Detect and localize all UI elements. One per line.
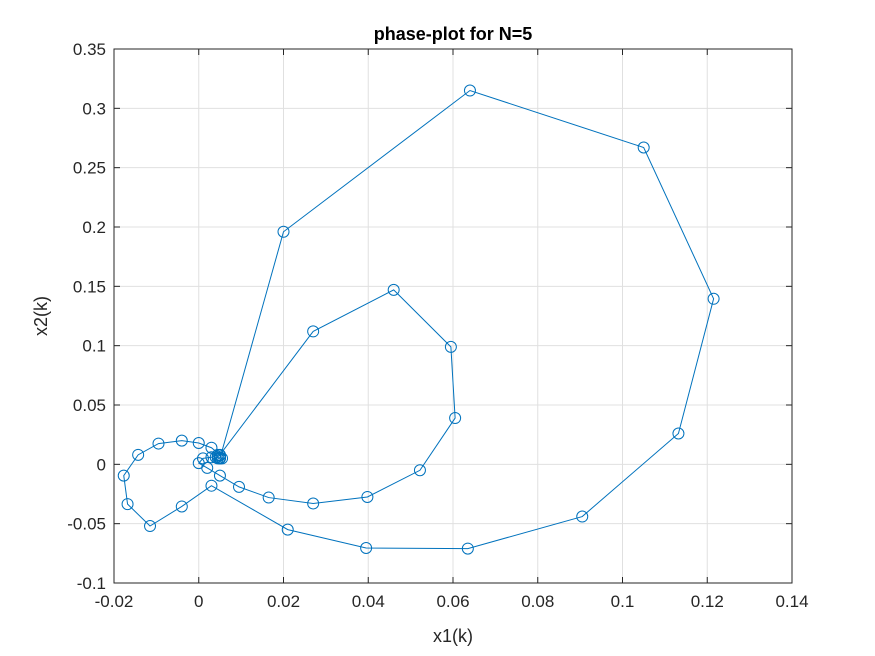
x-tick-label: 0.02 [267, 592, 300, 611]
data-point [707, 292, 720, 305]
x-tick-label: -0.02 [95, 592, 134, 611]
data-point [444, 340, 457, 353]
series-line [123, 89, 715, 550]
y-tick-label: 0.2 [82, 218, 106, 237]
data-point [307, 325, 320, 338]
x-tick-label: 0.1 [611, 592, 635, 611]
data-point [637, 141, 650, 154]
data-point [461, 542, 474, 555]
chart-title: phase-plot for N=5 [374, 24, 533, 44]
y-tick-label: -0.05 [67, 515, 106, 534]
data-point [233, 480, 246, 493]
data-point [387, 283, 400, 296]
data-point [213, 469, 226, 482]
data-point [576, 510, 589, 523]
y-tick-label: 0.35 [73, 40, 106, 59]
y-tick-label: 0.15 [73, 277, 106, 296]
x-tick-label: 0.06 [436, 592, 469, 611]
data-point [262, 491, 275, 504]
data-point [463, 84, 476, 97]
data-point [196, 452, 209, 465]
y-tick-label: 0.05 [73, 396, 106, 415]
data-point [117, 469, 130, 482]
x-tick-label: 0.04 [352, 592, 385, 611]
data-point [281, 523, 294, 536]
data-point [413, 464, 426, 477]
x-tick-label: 0.08 [521, 592, 554, 611]
axes-group: -0.02 0 0.02 0.04 0.06 0.08 0.1 0.12 0.14 -0.1 -0.… [67, 40, 808, 611]
y-tick-label: 0.3 [82, 99, 106, 118]
data-point [449, 412, 462, 425]
data-point [213, 452, 226, 465]
data-point [175, 434, 188, 447]
x-axis-label: x1(k) [433, 626, 473, 646]
data-point [144, 520, 157, 533]
y-tick-label: 0.25 [73, 159, 106, 178]
x-tick-label: 0 [194, 592, 203, 611]
x-tick-label: 0.14 [775, 592, 808, 611]
data-point [132, 448, 145, 461]
series-group [117, 84, 720, 555]
data-point [152, 437, 165, 450]
y-tick-label: 0.1 [82, 337, 106, 356]
data-point [175, 500, 188, 513]
y-tick-label: -0.1 [77, 574, 106, 593]
data-point [672, 427, 685, 440]
data-point [209, 451, 222, 464]
data-point [192, 436, 205, 449]
data-point [121, 498, 134, 511]
y-axis-label: x2(k) [31, 296, 51, 336]
x-tick-label: 0.12 [691, 592, 724, 611]
data-point [361, 490, 374, 503]
data-point [360, 541, 373, 554]
y-tick-label: 0 [97, 455, 106, 474]
data-point [277, 225, 290, 238]
data-point [205, 479, 218, 492]
data-point [307, 497, 320, 510]
data-point [192, 457, 205, 470]
